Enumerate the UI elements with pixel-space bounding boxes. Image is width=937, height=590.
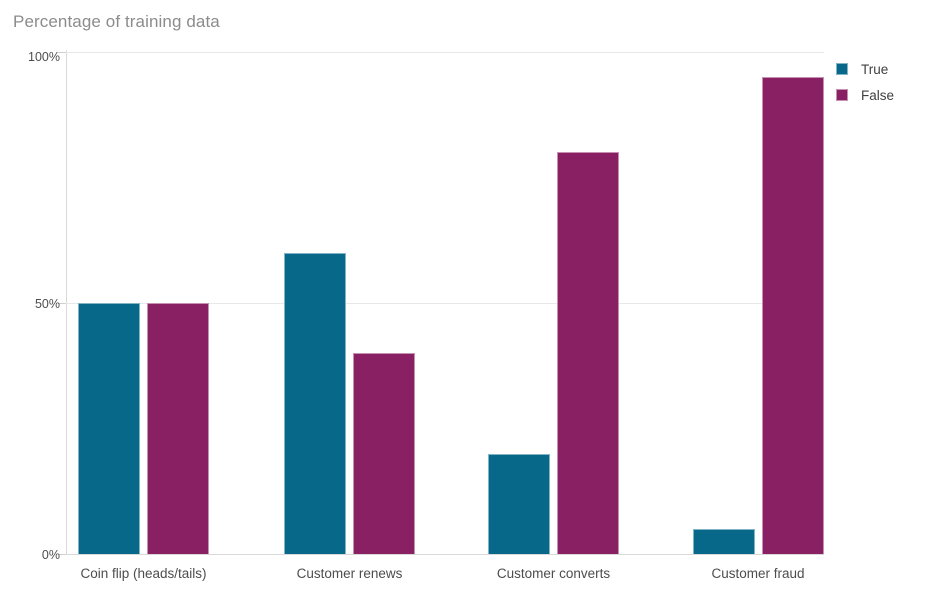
y-tick-mark bbox=[58, 52, 66, 53]
legend-swatch-false bbox=[836, 89, 848, 101]
bar-false-2[interactable] bbox=[353, 353, 415, 554]
x-axis-label: Customer fraud bbox=[711, 566, 805, 581]
legend-label-true: True bbox=[861, 61, 889, 77]
gridline bbox=[66, 52, 824, 53]
legend: True False bbox=[836, 62, 894, 114]
chart-title: Percentage of training data bbox=[13, 12, 220, 31]
x-axis-label: Coin flip (heads/tails) bbox=[80, 566, 207, 581]
bar-true-4[interactable] bbox=[692, 528, 755, 554]
bar-true-3[interactable] bbox=[488, 453, 550, 554]
legend-swatch-true bbox=[836, 63, 848, 75]
x-axis-baseline bbox=[66, 554, 824, 555]
x-axis-label: Customer renews bbox=[296, 566, 403, 581]
bar-false-3[interactable] bbox=[557, 152, 619, 554]
gridline bbox=[66, 303, 824, 304]
y-axis-label: 100% bbox=[28, 50, 60, 64]
x-axis-label: Customer converts bbox=[496, 566, 611, 581]
bar-true-2[interactable] bbox=[284, 252, 346, 554]
bar-false-1[interactable] bbox=[147, 303, 209, 554]
legend-item-false[interactable]: False bbox=[836, 87, 895, 103]
y-tick-mark bbox=[58, 303, 66, 304]
y-tick-mark bbox=[58, 554, 66, 555]
legend-label-false: False bbox=[861, 87, 895, 103]
bar-false-4[interactable] bbox=[761, 77, 824, 554]
y-axis-line bbox=[66, 50, 67, 555]
y-axis-label: 0% bbox=[41, 548, 60, 562]
bar-true-1[interactable] bbox=[78, 303, 140, 554]
y-axis-label: 50% bbox=[34, 297, 60, 311]
legend-item-true[interactable]: True bbox=[836, 61, 894, 77]
